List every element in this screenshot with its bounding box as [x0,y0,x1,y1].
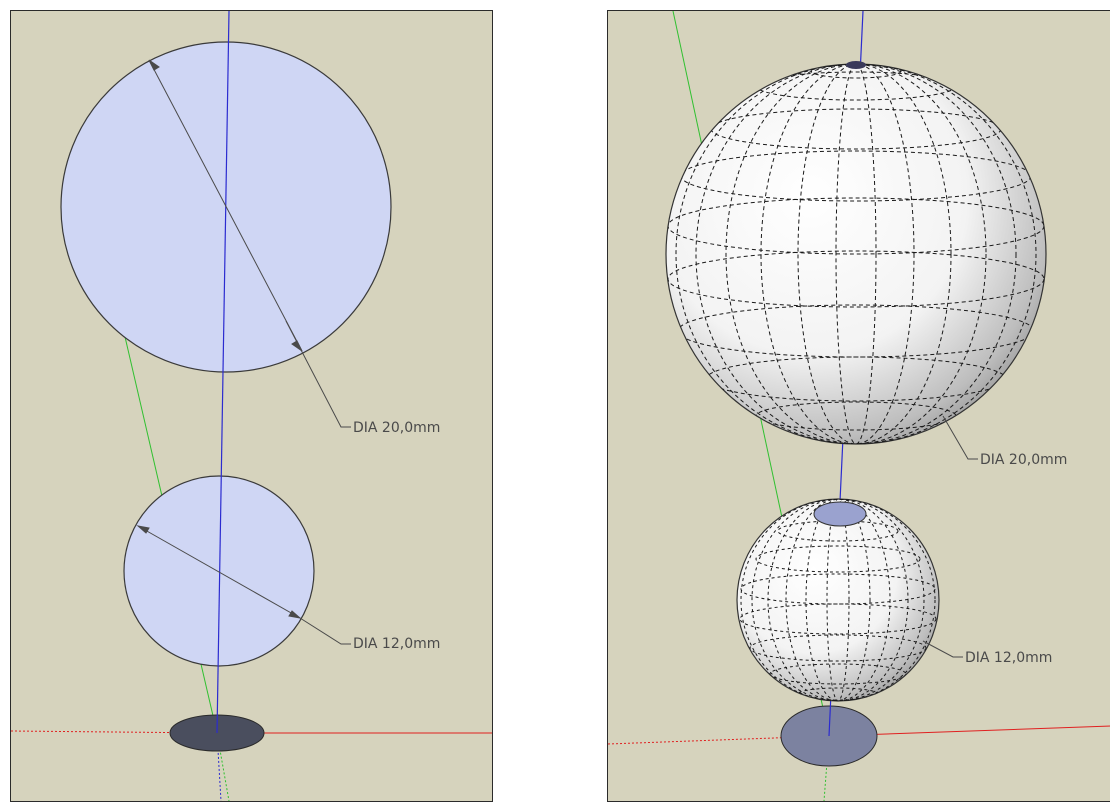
dimension-large[interactable] [148,59,351,428]
green-axis-negative [823,735,830,801]
small-sphere[interactable] [736,498,940,702]
right-viewport[interactable]: DIA 20,0mm DIA 12,0mm [607,10,1110,802]
dimension-large-label: DIA 20,0mm [980,452,1067,468]
right-scene[interactable]: DIA 20,0mm DIA 12,0mm [608,11,1110,801]
large-sphere-mesh [667,64,1045,444]
left-scene[interactable]: DIA 20,0mm DIA 12,0mm [11,11,492,801]
dimension-small-label: DIA 12,0mm [353,636,440,652]
blue-axis-negative [216,732,222,801]
dimension-small-label: DIA 12,0mm [965,650,1052,666]
dimension-small[interactable] [136,525,351,645]
small-circle-face[interactable] [123,475,315,667]
left-viewport[interactable]: DIA 20,0mm DIA 12,0mm [10,10,493,802]
large-sphere[interactable] [665,61,1047,445]
dimension-small[interactable] [922,640,963,658]
dimension-large-label: DIA 20,0mm [353,420,440,436]
small-sphere-mesh [739,499,937,701]
green-axis-negative [216,732,230,801]
dimension-large[interactable] [942,415,978,460]
blue-axis [216,11,230,734]
small-sphere-top-cap [813,501,867,527]
